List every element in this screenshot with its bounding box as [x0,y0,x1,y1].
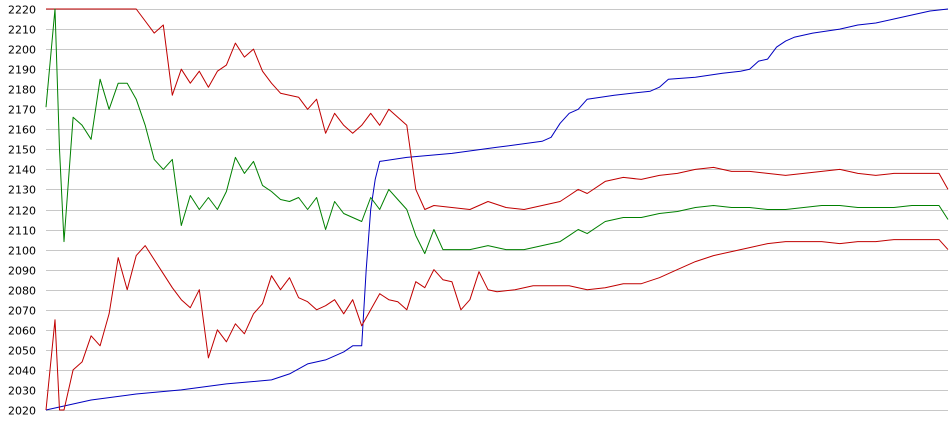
gridlines [46,9,948,411]
y-tick-label: 2080 [8,285,36,298]
y-tick-label: 2170 [8,104,36,117]
y-tick-label: 2040 [8,365,36,378]
series-line-1 [46,8,949,210]
y-tick-label: 2150 [8,144,36,157]
series-group [45,8,949,411]
y-tick-label: 2120 [8,205,36,218]
y-tick-label: 2220 [8,4,36,17]
y-tick-label: 2140 [8,164,36,177]
series-line-3 [45,239,949,411]
y-tick-label: 2200 [8,44,36,57]
y-tick-label: 2060 [8,325,36,338]
y-tick-label: 2050 [8,345,36,358]
y-tick-label: 2180 [8,84,36,97]
y-tick-label: 2190 [8,64,36,77]
y-tick-label: 2110 [8,225,36,238]
y-tick-label: 2100 [8,245,36,258]
y-tick-label: 2210 [8,24,36,37]
y-tick-label: 2160 [8,124,36,137]
series-line-2 [45,8,949,255]
y-tick-label: 2090 [8,265,36,278]
y-axis: 2020 2030 2040 2050 2060 2070 2080 2090 2100 2110… [8,4,36,418]
y-tick-label: 2070 [8,305,36,318]
y-tick-label: 2130 [8,184,36,197]
y-tick-label: 2030 [8,385,36,398]
series-line-0 [45,8,949,411]
y-tick-label: 2020 [8,405,36,418]
